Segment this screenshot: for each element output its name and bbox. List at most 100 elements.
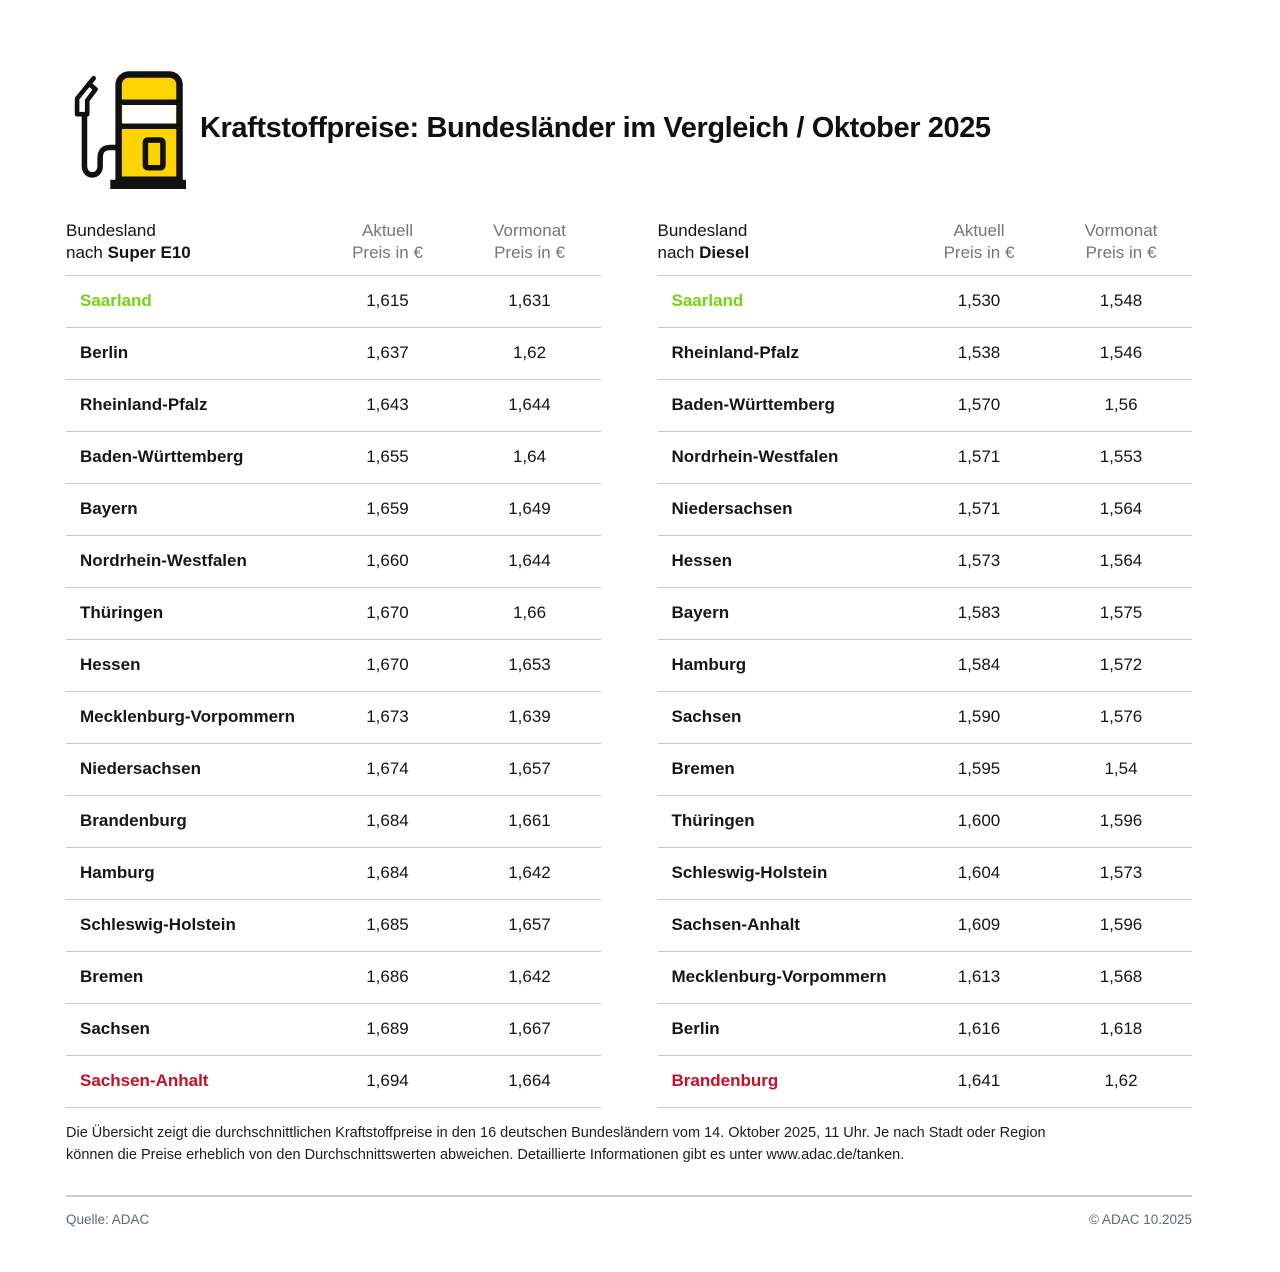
bundesland-name: Mecklenburg-Vorpommern bbox=[80, 707, 296, 727]
table-row: Mecklenburg-Vorpommern 1,613 1,568 bbox=[657, 952, 1192, 1004]
bundesland-name: Schleswig-Holstein bbox=[80, 915, 236, 935]
aktuell-price: 1,590 bbox=[957, 707, 1001, 727]
table-row: Baden-Württemberg 1,570 1,56 bbox=[657, 380, 1192, 432]
vormonat-price: 1,56 bbox=[1104, 395, 1138, 415]
masthead: Kraftstoffpreise: Bundesländer im Vergle… bbox=[66, 68, 1192, 190]
fuel-type-label: Super E10 bbox=[107, 243, 191, 263]
table-row: Hamburg 1,684 1,642 bbox=[66, 848, 601, 900]
vormonat-price: 1,649 bbox=[508, 499, 551, 519]
table-row: Hessen 1,670 1,653 bbox=[66, 640, 601, 692]
table-rows: Saarland 1,530 1,548 Rheinland-Pfalz 1,5… bbox=[657, 276, 1192, 1108]
vormonat-price: 1,553 bbox=[1099, 447, 1143, 467]
bundesland-name: Bremen bbox=[80, 967, 144, 987]
aktuell-price: 1,637 bbox=[366, 343, 409, 363]
aktuell-price: 1,685 bbox=[366, 915, 409, 935]
table-row: Sachsen-Anhalt 1,694 1,664 bbox=[66, 1056, 601, 1108]
vormonat-price: 1,62 bbox=[1104, 1071, 1138, 1091]
table-row: Niedersachsen 1,571 1,564 bbox=[657, 484, 1192, 536]
bundesland-name: Bayern bbox=[80, 499, 138, 519]
aktuell-price: 1,659 bbox=[366, 499, 409, 519]
table-row: Saarland 1,615 1,631 bbox=[66, 276, 601, 328]
aktuell-price: 1,674 bbox=[366, 759, 409, 779]
footer-divider bbox=[66, 1194, 1192, 1197]
vormonat-price: 1,618 bbox=[1099, 1019, 1143, 1039]
fuel-pump-icon bbox=[66, 68, 186, 190]
column-header-vormonat: Vormonat Preis in € bbox=[493, 221, 566, 263]
bundesland-name: Schleswig-Holstein bbox=[671, 863, 828, 883]
aktuell-price: 1,613 bbox=[957, 967, 1001, 987]
tables-region: Bundesland nach Super E10 Aktuell Preis … bbox=[66, 220, 1192, 1108]
column-header-aktuell: Aktuell Preis in € bbox=[352, 221, 423, 263]
table-row: Bayern 1,659 1,649 bbox=[66, 484, 601, 536]
bundesland-name: Sachsen-Anhalt bbox=[671, 915, 800, 935]
column-header-bundesland: Bundesland nach Diesel bbox=[657, 221, 750, 263]
table-row: Schleswig-Holstein 1,685 1,657 bbox=[66, 900, 601, 952]
table-row: Bremen 1,595 1,54 bbox=[657, 744, 1192, 796]
aktuell-price: 1,616 bbox=[957, 1019, 1001, 1039]
table-row: Sachsen 1,590 1,576 bbox=[657, 692, 1192, 744]
aktuell-price: 1,571 bbox=[957, 499, 1001, 519]
table-row: Hamburg 1,584 1,572 bbox=[657, 640, 1192, 692]
vormonat-price: 1,596 bbox=[1099, 811, 1143, 831]
aktuell-price: 1,615 bbox=[366, 291, 409, 311]
table-row: Nordrhein-Westfalen 1,660 1,644 bbox=[66, 536, 601, 588]
bundesland-name: Rheinland-Pfalz bbox=[80, 395, 208, 415]
table-row: Thüringen 1,670 1,66 bbox=[66, 588, 601, 640]
vormonat-price: 1,564 bbox=[1099, 499, 1143, 519]
aktuell-price: 1,584 bbox=[957, 655, 1001, 675]
table-row: Niedersachsen 1,674 1,657 bbox=[66, 744, 601, 796]
column-header-aktuell: Aktuell Preis in € bbox=[943, 221, 1015, 263]
table-row: Berlin 1,637 1,62 bbox=[66, 328, 601, 380]
table-row: Saarland 1,530 1,548 bbox=[657, 276, 1192, 328]
bundesland-name: Mecklenburg-Vorpommern bbox=[671, 967, 887, 987]
aktuell-price: 1,684 bbox=[366, 811, 409, 831]
vormonat-price: 1,573 bbox=[1099, 863, 1143, 883]
bundesland-name: Baden-Württemberg bbox=[80, 447, 244, 467]
bundesland-name: Nordrhein-Westfalen bbox=[80, 551, 247, 571]
table-header: Bundesland nach Super E10 Aktuell Preis … bbox=[66, 220, 601, 276]
table-row: Schleswig-Holstein 1,604 1,573 bbox=[657, 848, 1192, 900]
vormonat-price: 1,66 bbox=[512, 603, 547, 623]
vormonat-price: 1,631 bbox=[508, 291, 551, 311]
vormonat-price: 1,664 bbox=[508, 1071, 551, 1091]
vormonat-price: 1,576 bbox=[1099, 707, 1143, 727]
aktuell-price: 1,600 bbox=[957, 811, 1001, 831]
aktuell-price: 1,660 bbox=[366, 551, 409, 571]
page-title: Kraftstoffpreise: Bundesländer im Vergle… bbox=[200, 112, 991, 145]
bundesland-name: Berlin bbox=[80, 343, 129, 363]
vormonat-price: 1,642 bbox=[508, 967, 551, 987]
bundesland-name: Hamburg bbox=[80, 863, 155, 883]
bundesland-name: Rheinland-Pfalz bbox=[671, 343, 800, 363]
aktuell-price: 1,571 bbox=[957, 447, 1001, 467]
bundesland-name: Sachsen bbox=[671, 707, 742, 727]
aktuell-price: 1,684 bbox=[366, 863, 409, 883]
vormonat-price: 1,596 bbox=[1099, 915, 1143, 935]
vormonat-price: 1,64 bbox=[512, 447, 547, 467]
bundesland-name: Saarland bbox=[671, 291, 744, 311]
vormonat-price: 1,657 bbox=[508, 915, 551, 935]
vormonat-price: 1,548 bbox=[1099, 291, 1143, 311]
vormonat-price: 1,568 bbox=[1099, 967, 1143, 987]
vormonat-price: 1,653 bbox=[508, 655, 551, 675]
aktuell-price: 1,595 bbox=[957, 759, 1001, 779]
table-header: Bundesland nach Diesel Aktuell Preis in … bbox=[657, 220, 1192, 276]
table-row: Nordrhein-Westfalen 1,571 1,553 bbox=[657, 432, 1192, 484]
aktuell-price: 1,570 bbox=[957, 395, 1001, 415]
footnote: Die Übersicht zeigt die durchschnittlich… bbox=[66, 1124, 1046, 1164]
bundesland-name: Sachsen-Anhalt bbox=[80, 1071, 209, 1091]
vormonat-price: 1,54 bbox=[1104, 759, 1138, 779]
table-row: Mecklenburg-Vorpommern 1,673 1,639 bbox=[66, 692, 601, 744]
vormonat-price: 1,572 bbox=[1099, 655, 1143, 675]
aktuell-price: 1,689 bbox=[366, 1019, 409, 1039]
aktuell-price: 1,609 bbox=[957, 915, 1001, 935]
bundesland-name: Sachsen bbox=[80, 1019, 150, 1039]
aktuell-price: 1,670 bbox=[366, 655, 409, 675]
vormonat-price: 1,657 bbox=[508, 759, 551, 779]
bundesland-name: Saarland bbox=[80, 291, 152, 311]
table-super-e10: Bundesland nach Super E10 Aktuell Preis … bbox=[66, 220, 601, 1108]
source-label: Quelle: ADAC bbox=[66, 1211, 150, 1227]
table-row: Baden-Württemberg 1,655 1,64 bbox=[66, 432, 601, 484]
bundesland-name: Bremen bbox=[671, 759, 735, 779]
aktuell-price: 1,673 bbox=[366, 707, 409, 727]
page-footer: Quelle: ADAC © ADAC 10.2025 bbox=[66, 1212, 1192, 1227]
